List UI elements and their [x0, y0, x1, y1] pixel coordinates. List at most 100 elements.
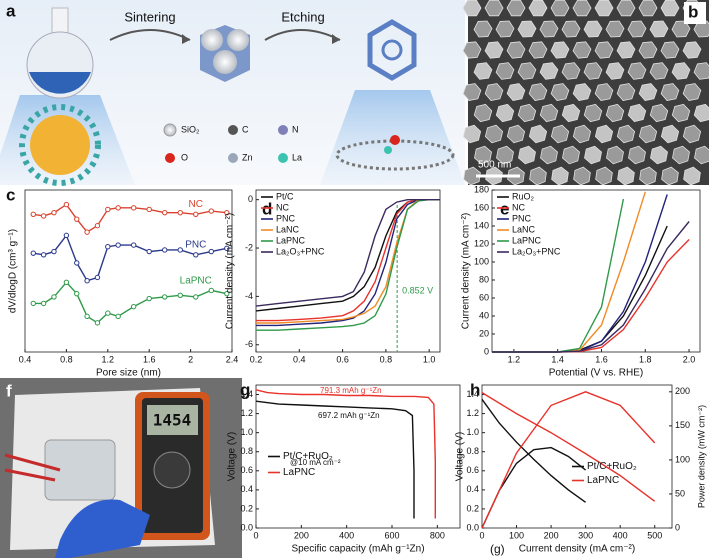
particle — [649, 62, 669, 80]
legend-label: LaPNC — [512, 235, 542, 245]
particle — [517, 62, 537, 80]
atom-label: La — [292, 152, 302, 162]
series-line — [255, 400, 415, 519]
particle — [627, 103, 647, 123]
data-point — [146, 295, 152, 302]
particle — [616, 41, 636, 59]
x-axis-label: Current density (mA cm⁻²) — [519, 544, 635, 555]
y2-tick-label: 50 — [675, 488, 685, 498]
particle — [462, 83, 482, 101]
y-tick-label: 1.0 — [466, 427, 479, 437]
data-point — [208, 287, 215, 294]
particle — [605, 62, 625, 80]
particle — [473, 62, 493, 80]
particle — [682, 124, 702, 144]
label-box — [684, 2, 706, 24]
annotation: (g) — [490, 542, 505, 556]
series-line — [256, 199, 440, 331]
glove — [55, 499, 150, 558]
shell — [19, 104, 101, 186]
legend-label: La₂O₃+PNC — [276, 246, 325, 256]
particle — [583, 62, 603, 80]
y2-tick-label: 0 — [675, 522, 680, 532]
particle — [506, 0, 526, 17]
panel-label: d — [262, 199, 272, 218]
y-tick-label: 0.0 — [240, 522, 253, 532]
legend-label: Pt/C+RuO₂ — [283, 451, 333, 462]
x-tick-label: 400 — [613, 530, 628, 540]
y-axis-label: Current density (mA cm⁻²) — [461, 213, 472, 329]
x-tick-label: 0.4 — [293, 354, 306, 364]
particle — [584, 145, 602, 165]
particle — [694, 145, 709, 165]
particle — [693, 103, 709, 123]
panel-label: c — [6, 185, 15, 204]
x-tick-label: 800 — [430, 530, 445, 540]
scale-bar-label: 500 nm — [478, 160, 511, 171]
panel-label: e — [500, 199, 509, 218]
data-point — [94, 222, 101, 229]
data-point — [105, 206, 111, 213]
particle — [462, 41, 482, 59]
particle — [462, 124, 482, 144]
data-point — [84, 278, 90, 284]
x-tick-label: 100 — [509, 530, 524, 540]
wire — [4, 453, 61, 482]
data-point — [115, 242, 121, 248]
legend-label: PNC — [512, 213, 532, 223]
particle — [30, 115, 90, 175]
series-label: LaPNC — [180, 276, 212, 287]
data-point — [208, 248, 215, 255]
data-point — [193, 294, 199, 300]
series-line — [481, 391, 656, 529]
particle — [528, 41, 548, 59]
y-tick-label: -6 — [245, 339, 253, 349]
particle — [484, 83, 504, 101]
data-point — [146, 206, 152, 213]
plot-frame — [491, 189, 701, 353]
series-line — [33, 233, 227, 282]
x-axis-label: Specific capacity (mAh g⁻¹Zn) — [291, 544, 424, 555]
legend-label: NC — [276, 202, 289, 212]
x-tick-label: 0 — [253, 530, 258, 540]
x-tick-label: 600 — [384, 530, 399, 540]
particle — [693, 62, 709, 80]
particle — [462, 0, 482, 17]
y-tick-label: 20 — [479, 328, 489, 338]
particle — [539, 20, 559, 38]
legend-label: LaNC — [276, 224, 300, 234]
x-tick-label: 200 — [294, 530, 309, 540]
panel-label: h — [470, 380, 480, 399]
particle — [660, 124, 680, 144]
particle — [551, 166, 569, 186]
legend-label: La₂O₃+PNC — [512, 246, 561, 256]
plot-frame — [481, 384, 673, 529]
atom-icon — [228, 125, 238, 135]
particle — [518, 145, 536, 165]
particle — [517, 20, 537, 38]
sphere — [201, 29, 223, 51]
x-tick-label: 400 — [339, 530, 354, 540]
data-point — [40, 213, 47, 219]
data-point — [162, 247, 168, 253]
particle — [473, 103, 493, 123]
y-tick-label: 60 — [479, 292, 489, 302]
particle — [474, 145, 492, 165]
data-point — [74, 290, 80, 297]
particle — [672, 145, 690, 165]
particle — [595, 166, 613, 186]
particle — [594, 0, 614, 17]
data-point — [30, 300, 36, 307]
series-line — [255, 389, 436, 519]
legend-label: LaPNC — [587, 475, 619, 486]
particle — [682, 41, 702, 59]
x-tick-label: 1.2 — [102, 354, 115, 364]
particle — [484, 0, 504, 17]
series-line — [481, 392, 656, 502]
particle — [561, 103, 581, 123]
atom-label: C — [242, 124, 249, 134]
series-line — [256, 199, 440, 324]
y-tick-label: 80 — [479, 274, 489, 284]
series-line — [255, 199, 440, 307]
x-axis-label: Potential (V vs. RHE) — [549, 368, 643, 379]
